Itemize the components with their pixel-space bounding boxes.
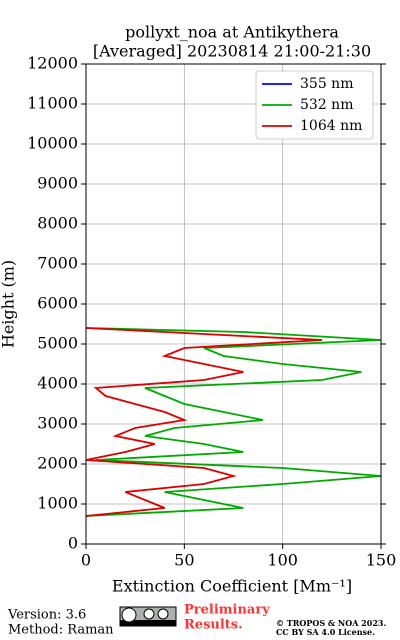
cc-logo [119, 606, 177, 627]
chart-title: pollyxt_noa at Antikythera [125, 23, 339, 42]
method-text: Method: Raman [8, 623, 114, 638]
legend-label: 1064 nm [300, 118, 362, 134]
legend: 355 nm 532 nm 1064 nm [255, 70, 374, 140]
x-axis-label: Extinction Coefficient [Mm⁻¹] [112, 577, 352, 596]
y-tick-label: 11000 [27, 94, 78, 113]
legend-box [255, 70, 374, 140]
preliminary-text: Preliminary [184, 603, 270, 618]
x-tick-label: 50 [174, 551, 194, 570]
version-text: Version: 3.6 [7, 608, 86, 623]
x-tick-label: 150 [366, 551, 397, 570]
y-tick-label: 2000 [37, 454, 78, 473]
y-axis-label: Height (m) [0, 260, 18, 348]
y-tick-label: 5000 [37, 334, 78, 353]
legend-label: 355 nm [300, 76, 353, 92]
chart-subtitle: [Averaged] 20230814 21:00-21:30 [93, 42, 371, 61]
legend-label: 532 nm [300, 97, 353, 113]
y-tick-label: 4000 [37, 374, 78, 393]
plot-frame [85, 63, 382, 545]
profile-line [85, 327, 382, 517]
y-tick-label: 6000 [37, 294, 78, 313]
y-tick-label: 0 [68, 534, 78, 553]
y-tick-label: 8000 [37, 214, 78, 233]
y-tick-label: 3000 [37, 414, 78, 433]
preliminary-text: Results. [184, 618, 243, 633]
license-text: CC BY SA 4.0 License. [276, 627, 375, 637]
y-tick-label: 12000 [27, 54, 78, 73]
y-tick-label: 10000 [27, 134, 78, 153]
y-tick-label: 1000 [37, 494, 78, 513]
copyright-text: © TROPOS & NOA 2023. [276, 618, 386, 628]
y-tick-label: 7000 [37, 254, 78, 273]
y-tick-label: 9000 [37, 174, 78, 193]
x-tick-label: 100 [267, 551, 298, 570]
profile-line [85, 327, 323, 517]
x-tick-label: 0 [81, 551, 91, 570]
